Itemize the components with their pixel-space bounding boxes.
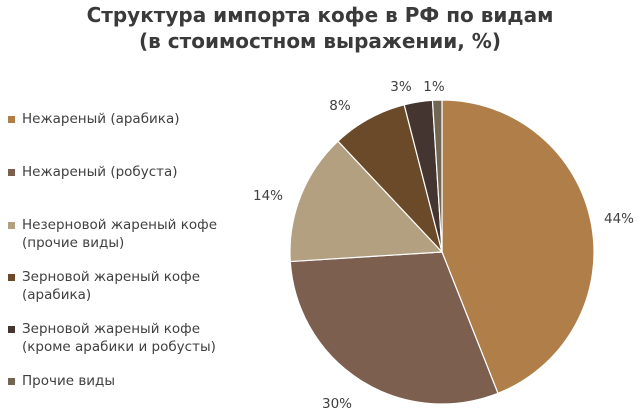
legend-label-2: Нежареный (робуста) — [22, 164, 178, 180]
pie-slice-2 — [289, 251, 499, 405]
legend-swatch-1 — [8, 116, 15, 123]
slice-label-3: 14% — [253, 188, 283, 204]
legend-swatch-5 — [8, 326, 15, 333]
legend-label-4: Зерновой жареный кофе (арабика) — [22, 269, 201, 303]
pie-slice-6 — [431, 99, 443, 253]
chart-legend: Нежареный (арабика) Нежареный (робуста) Не… — [8, 0, 243, 414]
legend-swatch-6 — [8, 378, 15, 385]
legend-swatch-3 — [8, 222, 15, 229]
slice-label-6: 1% — [423, 79, 445, 95]
slice-label-5: 3% — [390, 79, 412, 95]
chart-title-line-2: (в стоимостном выражении, %) — [139, 29, 501, 53]
chart-title: Структура импорта кофе в РФ по видам (в … — [0, 2, 640, 54]
pie-slice-3 — [289, 140, 444, 263]
legend-label-6: Прочие виды — [22, 373, 116, 389]
slice-label-1: 44% — [604, 211, 634, 227]
slice-label-4: 8% — [329, 98, 351, 114]
legend-swatch-2 — [8, 169, 15, 176]
slice-label-2: 30% — [322, 396, 352, 412]
legend-label-1: Нежареный (арабика) — [22, 111, 180, 127]
legend-swatch-4 — [8, 274, 15, 281]
pie-slice-1 — [441, 99, 595, 395]
legend-label-3: Незерновой жареный кофе (прочие виды) — [22, 217, 217, 251]
chart-title-line-1: Структура импорта кофе в РФ по видам — [86, 3, 554, 27]
legend-label-5: Зерновой жареный кофе (кроме арабики и р… — [22, 321, 216, 355]
